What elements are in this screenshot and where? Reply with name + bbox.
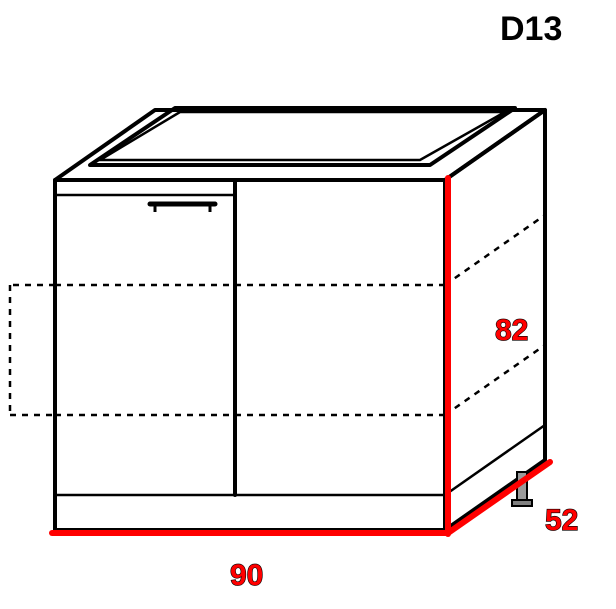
dim-height-label: 82 xyxy=(495,314,528,347)
dimension-lines xyxy=(52,178,550,534)
dim-depth-label: 52 xyxy=(545,504,578,537)
model-code-label: D13 xyxy=(500,10,562,48)
cabinet-body xyxy=(10,108,545,530)
door-handle xyxy=(150,204,215,212)
ghost-extension xyxy=(10,215,545,415)
dim-width-label: 90 xyxy=(230,559,263,592)
cabinet-diagram: D13 xyxy=(0,0,616,609)
